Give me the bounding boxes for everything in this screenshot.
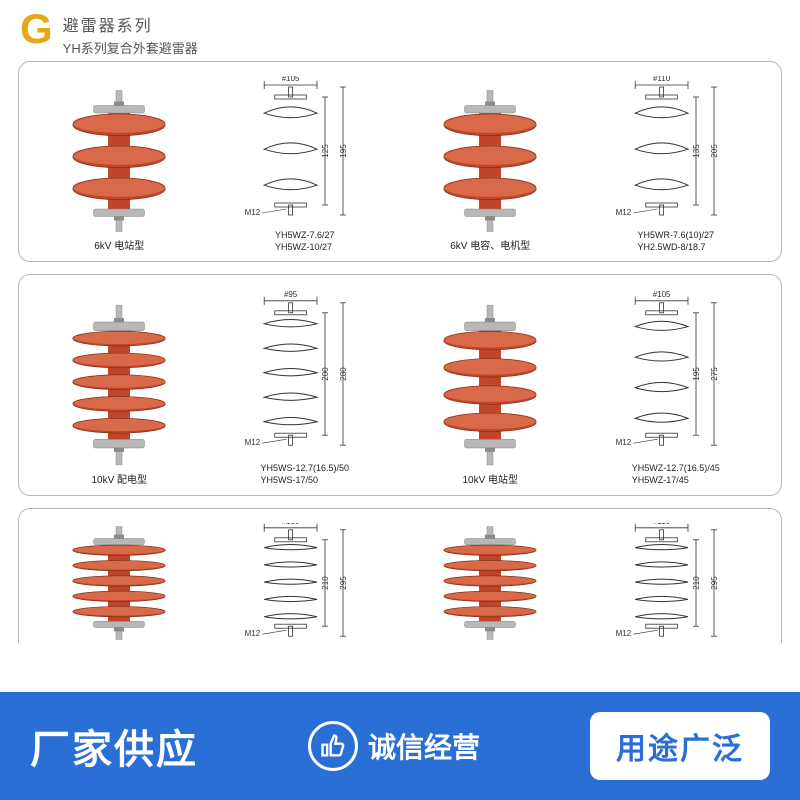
svg-text:200: 200	[321, 367, 330, 381]
product-diagram-cell: #105 210 295 M12	[245, 523, 365, 643]
arrester-photo	[64, 523, 174, 643]
promo-bar: 厂家供应 诚信经营 用途广泛	[0, 692, 800, 800]
product-caption: 10kV 电站型	[462, 474, 518, 487]
svg-text:210: 210	[692, 576, 701, 590]
product-photo-cell: 10kV 电站型	[435, 300, 545, 487]
svg-text:205: 205	[710, 144, 719, 158]
arrester-diagram: #110 210 295 M12	[616, 523, 736, 643]
product-caption: 10kV 配电型	[91, 474, 147, 487]
svg-text:195: 195	[339, 144, 348, 158]
model-number: YH5WS-17/50	[260, 475, 349, 487]
product-photo-cell: 10kV 配电型	[64, 300, 174, 487]
product-caption: 6kV 电容、电机型	[450, 240, 530, 253]
model-list: YH5WZ-12.7(16.5)/45YH5WZ-17/45	[632, 463, 720, 486]
arrester-photo	[64, 300, 174, 470]
arrester-photo	[64, 86, 174, 236]
model-number: YH5WZ-17/45	[632, 475, 720, 487]
thumbs-up-icon	[308, 721, 358, 771]
product-photo-cell	[435, 523, 545, 643]
header-text: 避雷器系列 YH系列复合外套避雷器	[63, 8, 198, 57]
svg-text:M12: M12	[245, 439, 261, 448]
svg-text:M12: M12	[616, 439, 632, 448]
arrester-diagram: #105 195 275 M12	[616, 289, 736, 459]
model-list: YH5WR-7.6(10)/27YH2.5WD-8/18.7	[637, 230, 714, 253]
model-number: YH5WZ-12.7(16.5)/45	[632, 463, 720, 475]
product-row: 10kV 配电型 #95 200 280 M12 YH5WS-12.7(16.5…	[18, 274, 782, 495]
model-list: YH5WZ-7.6/27YH5WZ-10/27	[275, 230, 335, 253]
arrester-photo	[435, 300, 545, 470]
svg-text:M12: M12	[616, 208, 632, 217]
product-diagram-cell: #105 125 195 M12 YH5WZ-7.6/27YH5WZ-10/27	[245, 76, 365, 253]
svg-text:#105: #105	[281, 523, 299, 526]
model-number: YH5WZ-10/27	[275, 242, 335, 254]
svg-text:#105: #105	[281, 76, 299, 83]
product-row: 6kV 电站型 #105 125 195 M12 YH5WZ-7.6/27YH5…	[18, 61, 782, 262]
product-caption: 6kV 电站型	[94, 240, 144, 253]
svg-text:295: 295	[710, 576, 719, 590]
product-photo-cell: 6kV 电容、电机型	[435, 86, 545, 253]
model-number: YH2.5WD-8/18.7	[637, 242, 714, 254]
product-diagram-cell: #110 135 205 M12 YH5WR-7.6(10)/27YH2.5WD…	[616, 76, 736, 253]
promo-mid-text: 诚信经营	[368, 726, 480, 766]
arrester-photo	[435, 523, 545, 643]
svg-text:210: 210	[321, 576, 330, 590]
svg-text:295: 295	[339, 576, 348, 590]
model-number: YH5WS-12.7(16.5)/50	[260, 463, 349, 475]
promo-left: 厂家供应	[30, 717, 198, 775]
svg-text:195: 195	[692, 367, 701, 381]
catalog-header: G 避雷器系列 YH系列复合外套避雷器	[0, 0, 800, 61]
arrester-diagram: #110 135 205 M12	[616, 76, 736, 226]
svg-text:125: 125	[321, 144, 330, 158]
header-title: 避雷器系列	[63, 12, 198, 36]
promo-mid: 诚信经营	[308, 721, 480, 771]
svg-text:M12: M12	[616, 629, 632, 638]
svg-text:#95: #95	[284, 290, 298, 299]
svg-text:M12: M12	[245, 208, 261, 217]
svg-text:#105: #105	[652, 290, 670, 299]
product-diagram-cell: #105 195 275 M12 YH5WZ-12.7(16.5)/45YH5W…	[616, 289, 736, 486]
svg-text:M12: M12	[245, 629, 261, 638]
product-diagram-cell: #110 210 295 M12	[616, 523, 736, 643]
arrester-diagram: #105 125 195 M12	[245, 76, 365, 226]
product-row: #105 210 295 M12	[18, 508, 782, 643]
arrester-photo	[435, 86, 545, 236]
product-photo-cell	[64, 523, 174, 643]
svg-text:275: 275	[710, 367, 719, 381]
model-number: YH5WR-7.6(10)/27	[637, 230, 714, 242]
header-subtitle: YH系列复合外套避雷器	[63, 38, 198, 57]
svg-text:280: 280	[339, 367, 348, 381]
model-list: YH5WS-12.7(16.5)/50YH5WS-17/50	[260, 463, 349, 486]
promo-right-badge: 用途广泛	[590, 712, 770, 780]
header-accent-letter: G	[20, 8, 53, 50]
arrester-diagram: #105 210 295 M12	[245, 523, 365, 643]
arrester-diagram: #95 200 280 M12	[245, 289, 365, 459]
svg-text:135: 135	[692, 144, 701, 158]
product-diagram-cell: #95 200 280 M12 YH5WS-12.7(16.5)/50YH5WS…	[245, 289, 365, 486]
svg-text:#110: #110	[653, 523, 671, 526]
svg-text:#110: #110	[653, 76, 671, 83]
product-panels: 6kV 电站型 #105 125 195 M12 YH5WZ-7.6/27YH5…	[0, 61, 800, 643]
model-number: YH5WZ-7.6/27	[275, 230, 335, 242]
product-photo-cell: 6kV 电站型	[64, 86, 174, 253]
